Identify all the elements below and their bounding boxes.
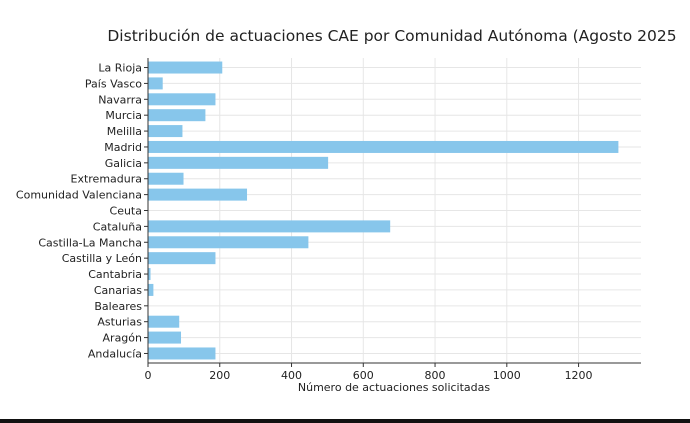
bar-canarias [148, 283, 154, 296]
bar-murcia [148, 109, 206, 122]
y-tick-label: Extremadura [71, 173, 143, 186]
x-tick-label: 0 [145, 369, 152, 382]
bar-andalucía [148, 347, 216, 360]
bar-cataluña [148, 220, 391, 233]
bar-comunidad-valenciana [148, 188, 248, 201]
bar-cantabria [148, 268, 151, 281]
y-tick-label: Andalucía [88, 347, 142, 360]
bar-castilla-la-mancha [148, 236, 309, 249]
x-tick-label: 1200 [565, 369, 593, 382]
y-tick-label: Comunidad Valenciana [16, 189, 142, 202]
x-axis-label: Número de actuaciones solicitadas [298, 381, 491, 394]
x-tick-label: 800 [425, 369, 446, 382]
y-tick-label: Baleares [94, 300, 142, 313]
y-tick-label: Navarra [98, 93, 142, 106]
bar-extremadura [148, 172, 184, 185]
y-tick-label: Cataluña [93, 220, 142, 233]
y-tick-label: Melilla [107, 125, 142, 138]
bar-país-vasco [148, 77, 163, 90]
bar-navarra [148, 93, 216, 106]
x-tick-label: 200 [209, 369, 230, 382]
y-tick-label: Galicia [105, 157, 142, 170]
y-tick-label: Murcia [105, 109, 142, 122]
bar-madrid [148, 140, 619, 153]
y-tick-label: La Rioja [98, 62, 142, 75]
y-tick-label: Canarias [94, 284, 142, 297]
bar-castilla-y-león [148, 252, 216, 265]
bar-aragón [148, 331, 182, 344]
bar-asturias [148, 315, 180, 328]
y-tick-label: Castilla-La Mancha [38, 236, 142, 249]
y-tick-label: Madrid [104, 141, 142, 154]
x-tick-label: 1000 [493, 369, 521, 382]
bar-melilla [148, 125, 183, 138]
y-tick-label: Castilla y León [62, 252, 142, 265]
y-tick-label: Asturias [97, 316, 142, 329]
bar-la-rioja [148, 61, 223, 74]
bar-galicia [148, 156, 329, 169]
y-tick-label: País Vasco [85, 77, 142, 90]
y-tick-label: Aragón [103, 332, 143, 345]
y-tick-label: Cantabria [88, 268, 142, 281]
chart-title: Distribución de actuaciones CAE por Comu… [107, 27, 676, 45]
x-tick-label: 400 [281, 369, 302, 382]
y-tick-label: Ceuta [110, 205, 142, 218]
x-tick-label: 600 [353, 369, 374, 382]
bottom-border [0, 419, 690, 423]
